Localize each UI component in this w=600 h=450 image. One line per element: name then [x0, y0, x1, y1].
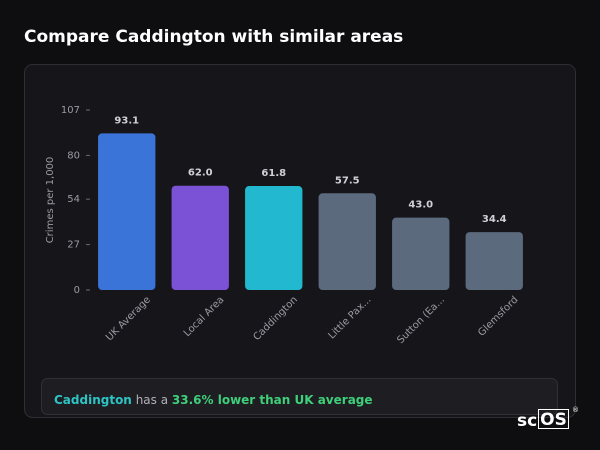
y-tick-label: 54: [67, 194, 80, 205]
value-label: 61.8: [261, 168, 286, 179]
y-tick-label: 80: [67, 150, 80, 161]
chart-title: Compare Caddington with similar areas: [24, 27, 403, 47]
value-label: 57.5: [335, 175, 360, 186]
logo-prefix: sc: [517, 411, 537, 431]
bar: [171, 185, 229, 290]
logo-boxed: OS: [540, 410, 567, 430]
area-name: Caddington: [54, 393, 132, 407]
comparison: 33.6% lower than UK average: [172, 393, 373, 407]
value-label: 34.4: [482, 214, 507, 225]
bar: [392, 217, 450, 290]
summary: Caddington has a 33.6% lower than UK ave…: [54, 393, 373, 407]
logo-mark: ®: [572, 406, 579, 414]
logo-box: [538, 409, 569, 429]
bar: [98, 133, 156, 290]
value-label: 93.1: [114, 115, 139, 126]
value-label: 43.0: [408, 200, 433, 211]
bar: [465, 232, 523, 290]
connector: has a: [136, 393, 168, 407]
y-axis-label: Crimes per 1,000: [45, 157, 56, 244]
bar: [318, 193, 376, 290]
y-tick-label: 27: [67, 240, 80, 251]
y-tick-label: 0: [74, 285, 80, 296]
bar: [245, 186, 303, 290]
y-tick-label: 107: [61, 105, 80, 116]
summary-box: [41, 378, 558, 415]
value-label: 62.0: [188, 168, 213, 179]
